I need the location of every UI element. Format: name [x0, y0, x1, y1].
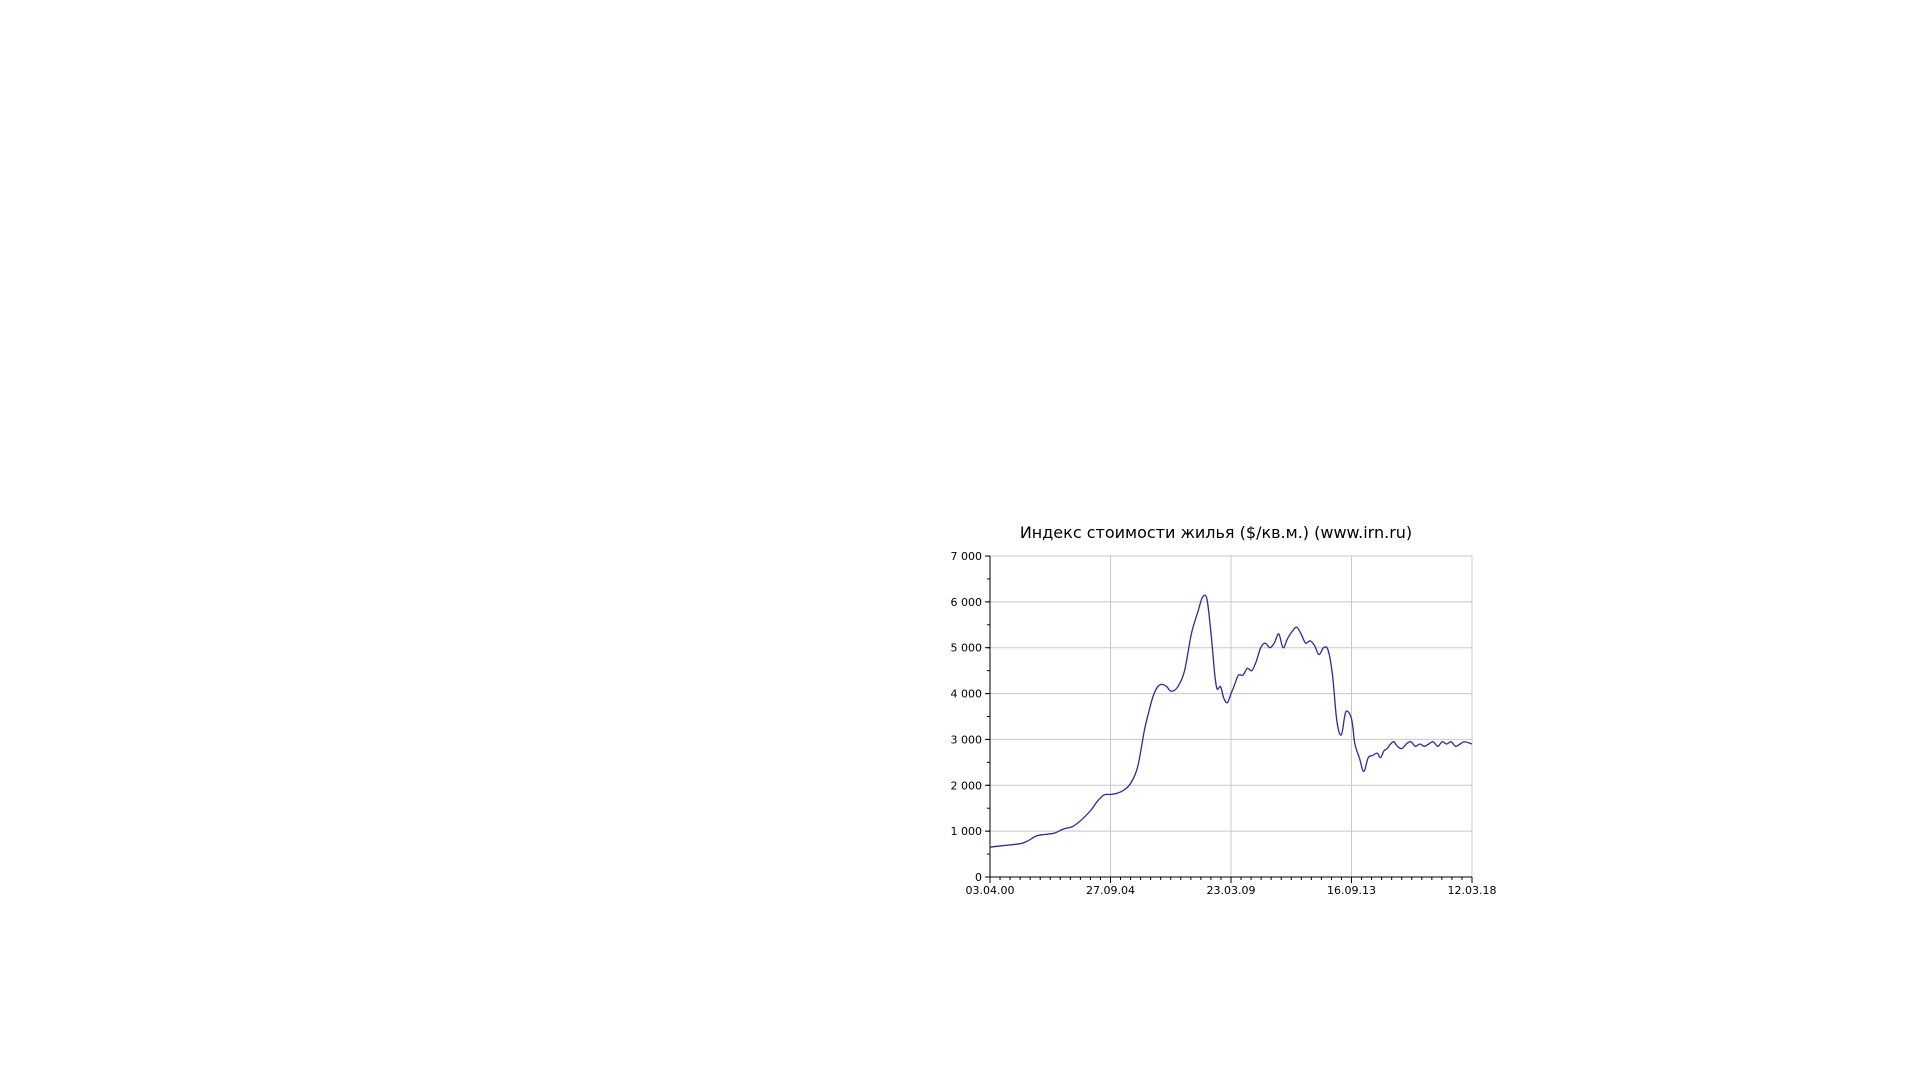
x-tick-label: 12.03.18 [1448, 884, 1497, 897]
x-tick-label: 27.09.04 [1086, 884, 1135, 897]
x-tick-label: 16.09.13 [1327, 884, 1376, 897]
x-tick-label: 23.03.09 [1207, 884, 1256, 897]
series-line [989, 594, 1473, 848]
y-tick-label: 6 000 [951, 596, 983, 609]
y-tick-label: 3 000 [951, 733, 983, 746]
series-layer [989, 594, 1473, 848]
grid [989, 555, 1473, 878]
y-tick-label: 1 000 [951, 825, 983, 838]
x-tick-label: 03.04.00 [966, 884, 1015, 897]
y-tick-label: 0 [975, 871, 982, 884]
y-tick-labels: 0 1 000 2 000 3 000 4 000 5 000 6 000 7 000 [951, 550, 983, 884]
y-tick-label: 4 000 [951, 688, 983, 701]
y-tick-label: 5 000 [951, 642, 983, 655]
axes [985, 555, 1473, 883]
chart-title: Индекс стоимости жилья ($/кв.м.) (www.ir… [1020, 523, 1412, 542]
y-tick-label: 7 000 [951, 550, 983, 563]
y-tick-label: 2 000 [951, 779, 983, 792]
x-tick-labels: 03.04.00 27.09.04 23.03.09 16.09.13 12.03.18 [966, 884, 1497, 897]
